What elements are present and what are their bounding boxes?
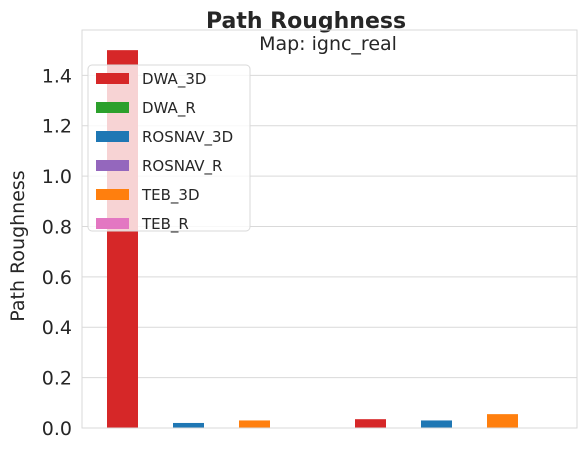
legend-label-teb-3d: TEB_3D [141,186,200,205]
y-tick-labels: 0.0 0.2 0.4 0.6 0.8 1.0 1.2 1.4 [42,65,72,440]
y-axis-label: Path Roughness [7,170,29,321]
legend-swatch-dwa-3d [96,73,129,84]
y-tick-label: 0.6 [42,267,72,289]
legend-label-rosnav-3d: ROSNAV_3D [142,128,233,147]
bar-rosnav-3d [173,422,204,428]
y-tick-label: 1.0 [42,166,72,188]
y-tick-label: 0.8 [42,216,72,238]
legend-swatch-teb-3d [96,189,129,200]
y-tick-label: 0.2 [42,368,72,390]
legend-swatch-teb-r [96,218,129,229]
legend-swatch-rosnav-3d [96,131,129,142]
y-tick-label: 0.4 [42,317,72,339]
legend-swatch-dwa-r [96,102,129,113]
chart-subtitle: Map: ignc_real [259,33,397,55]
y-tick-label: 1.4 [42,65,72,87]
legend: DWA_3D DWA_R ROSNAV_3D ROSNAV_R TEB_3D TEB_R [87,64,251,234]
legend-label-rosnav-r: ROSNAV_R [142,157,222,176]
legend-label-dwa-3d: DWA_3D [142,70,206,89]
legend-label-dwa-r: DWA_R [142,99,196,118]
plot-frame [81,29,578,429]
legend-swatch-rosnav-r [96,160,129,171]
bar-teb-3d [239,420,270,428]
legend-label-teb-r: TEB_R [141,215,189,234]
y-tick-label: 0.0 [42,418,72,440]
y-tick-label: 1.2 [42,116,72,138]
bar-dwa-3d [355,419,386,428]
bar-teb-3d [487,414,518,428]
legend-box [87,64,251,232]
bar-rosnav-3d [421,420,452,428]
